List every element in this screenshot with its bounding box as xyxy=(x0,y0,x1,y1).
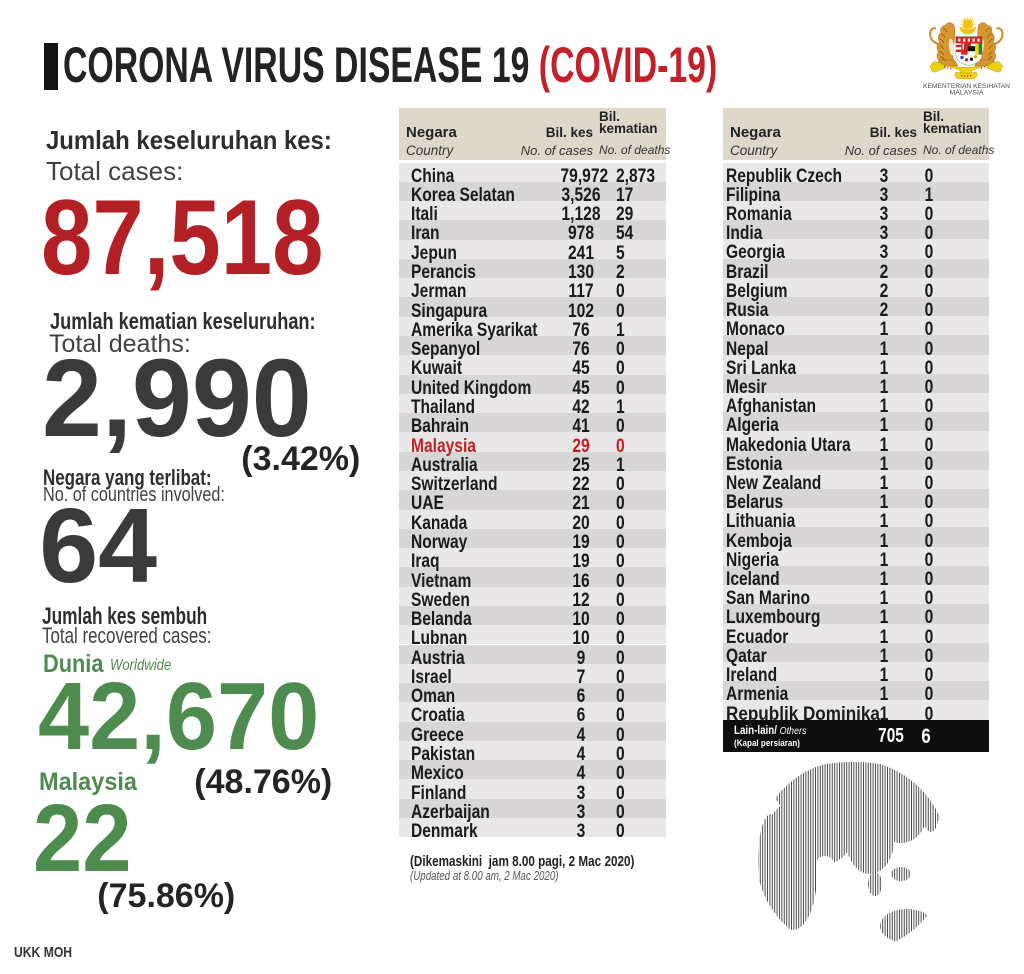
svg-text:KEMENTERIAN KESIHATAN: KEMENTERIAN KESIHATAN xyxy=(923,84,1010,90)
svg-text:MALAYSIA: MALAYSIA xyxy=(950,91,984,97)
